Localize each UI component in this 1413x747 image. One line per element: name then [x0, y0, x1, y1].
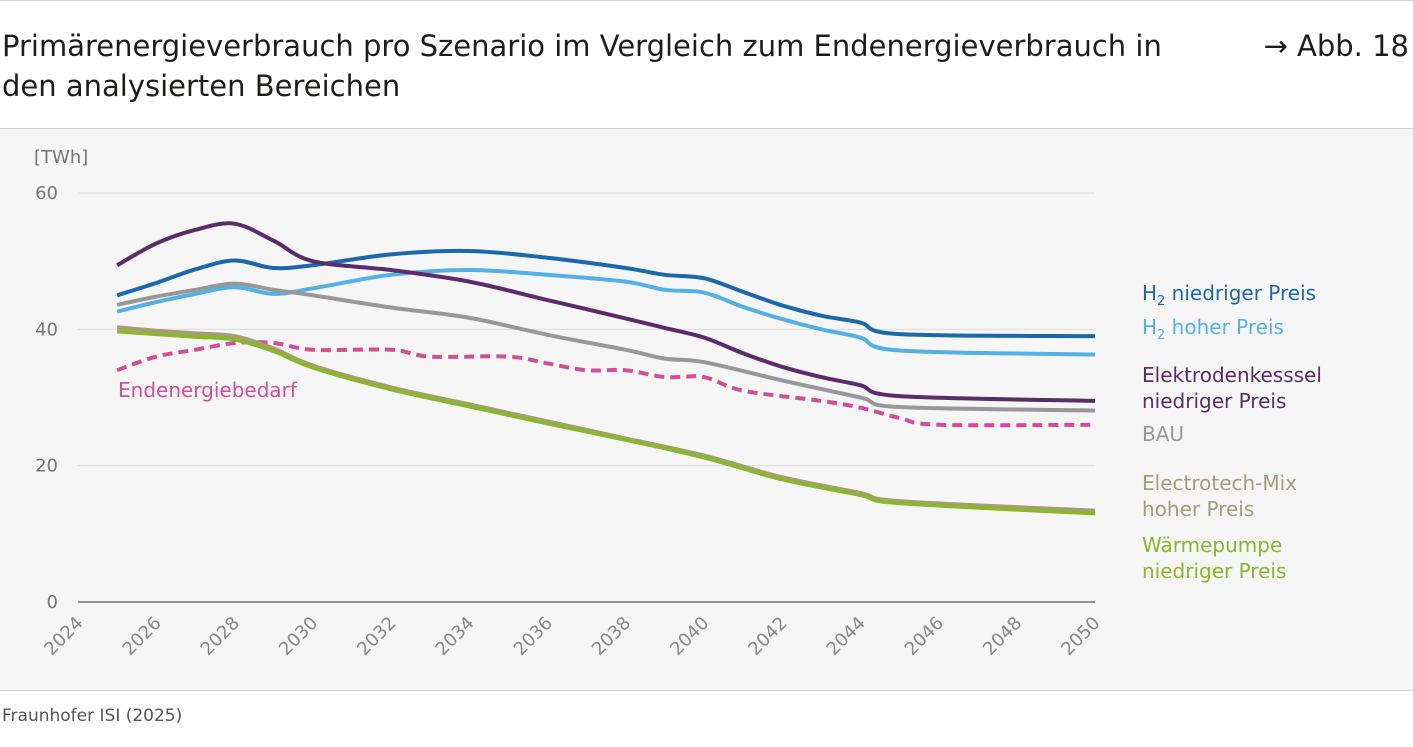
chart-title: Primärenergieverbrauch pro Szenario im V…	[2, 29, 1162, 103]
x-tick-label: 2044	[823, 613, 870, 660]
x-tick-label: 2048	[979, 613, 1026, 660]
top-divider	[0, 0, 1413, 1]
x-tick-label: 2034	[431, 613, 478, 660]
x-tick-label: 2036	[510, 613, 557, 660]
figure-reference: → Abb. 18	[1263, 29, 1409, 63]
legend-label: Elektrodenkesssel	[1142, 363, 1322, 387]
series-line-3	[116, 281, 1096, 413]
y-tick-label: 40	[35, 319, 58, 340]
x-tick-label: 2030	[275, 613, 322, 660]
y-axis-label: [TWh]	[34, 147, 88, 168]
x-tick-label: 2032	[353, 613, 400, 660]
series-annotation: Endenergiebedarf	[118, 378, 298, 402]
legend-label: hoher Preis	[1142, 497, 1254, 521]
legend-label: H2 hoher Preis	[1142, 315, 1284, 343]
series-line-0	[116, 248, 1096, 339]
series-line-1	[116, 268, 1096, 357]
y-tick-label: 0	[47, 592, 58, 613]
y-tick-label: 20	[35, 456, 58, 477]
legend-label: Wärmepumpe	[1142, 533, 1282, 557]
legend-label: niedriger Preis	[1142, 559, 1286, 583]
x-tick-label: 2040	[666, 613, 713, 660]
x-tick-label: 2050	[1057, 613, 1104, 660]
x-tick-label: 2026	[119, 613, 166, 660]
legend-label: Electrotech-Mix	[1142, 471, 1297, 495]
legend-label: niedriger Preis	[1142, 389, 1286, 413]
y-tick-label: 60	[35, 183, 58, 204]
legend-label: H2 niedriger Preis	[1142, 281, 1316, 309]
series-line-6	[116, 329, 1096, 516]
series-line-5	[116, 325, 1096, 513]
series-line-2	[116, 221, 1096, 403]
x-tick-label: 2028	[197, 613, 244, 660]
x-tick-label: 2046	[901, 613, 948, 660]
x-tick-label: 2042	[744, 613, 791, 660]
x-tick-label: 2024	[40, 613, 87, 660]
x-tick-label: 2038	[588, 613, 635, 660]
source-note: Fraunhofer ISI (2025)	[2, 706, 183, 726]
legend-label: BAU	[1142, 422, 1184, 446]
